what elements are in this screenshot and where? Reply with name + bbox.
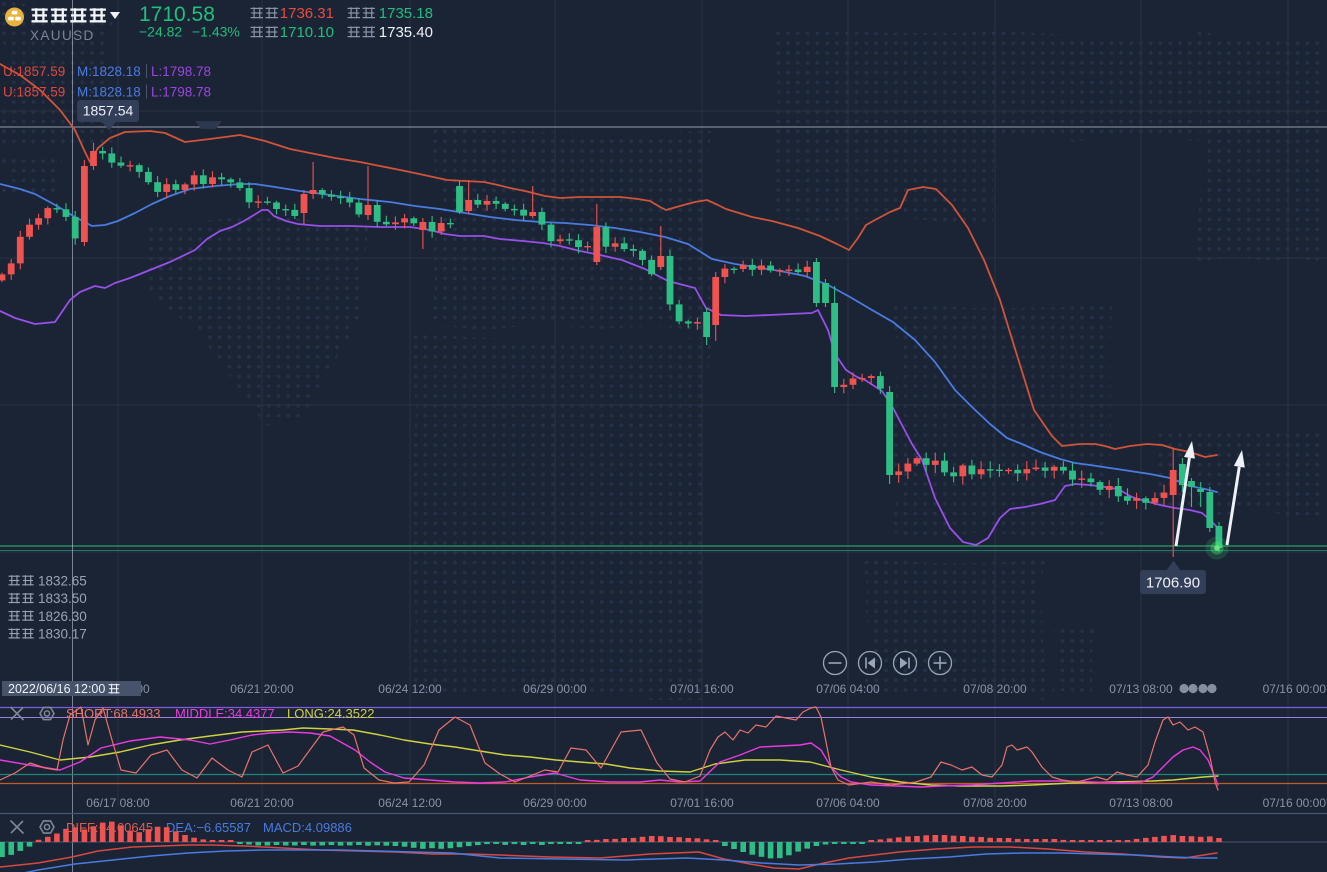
svg-text:07/01 16:00: 07/01 16:00 bbox=[670, 682, 734, 696]
svg-text:1832.65: 1832.65 bbox=[38, 574, 87, 589]
svg-text:1710.58: 1710.58 bbox=[139, 3, 215, 26]
svg-text:07/08 20:00: 07/08 20:00 bbox=[963, 796, 1027, 810]
svg-text:07/16 00:00: 07/16 00:00 bbox=[1263, 682, 1327, 696]
svg-text:1826.30: 1826.30 bbox=[38, 609, 87, 624]
svg-text:DEA:−6.65587: DEA:−6.65587 bbox=[166, 820, 251, 835]
svg-text:06/21 20:00: 06/21 20:00 bbox=[230, 682, 294, 696]
svg-text:06/21 20:00: 06/21 20:00 bbox=[230, 796, 294, 810]
svg-text:07/06 04:00: 07/06 04:00 bbox=[816, 796, 880, 810]
svg-text:07/13 08:00: 07/13 08:00 bbox=[1109, 682, 1173, 696]
svg-text:1706.90: 1706.90 bbox=[1146, 575, 1200, 592]
svg-text:07/01 16:00: 07/01 16:00 bbox=[670, 796, 734, 810]
svg-text:MIDDLE:34.4377: MIDDLE:34.4377 bbox=[175, 706, 275, 721]
svg-text:LONG:24.3522: LONG:24.3522 bbox=[287, 706, 374, 721]
svg-text:1857.54: 1857.54 bbox=[83, 103, 134, 119]
svg-text:U:1857.59: U:1857.59 bbox=[3, 85, 65, 100]
svg-text:07/08 20:00: 07/08 20:00 bbox=[963, 682, 1027, 696]
svg-text:1710.10: 1710.10 bbox=[280, 24, 334, 41]
svg-text:1830.17: 1830.17 bbox=[38, 627, 87, 642]
svg-text:2022/06/16 12:00: 2022/06/16 12:00 bbox=[8, 682, 105, 696]
svg-text:06/29 00:00: 06/29 00:00 bbox=[523, 796, 587, 810]
svg-text:U:1857.59: U:1857.59 bbox=[3, 64, 65, 79]
svg-text:06/29 00:00: 06/29 00:00 bbox=[523, 682, 587, 696]
svg-text:07/06 04:00: 07/06 04:00 bbox=[816, 682, 880, 696]
svg-text:1735.40: 1735.40 bbox=[379, 24, 433, 41]
svg-text:L:1798.78: L:1798.78 bbox=[151, 85, 211, 100]
svg-text:−24.82: −24.82 bbox=[139, 24, 182, 40]
svg-text:M:1828.18: M:1828.18 bbox=[77, 85, 141, 100]
svg-text:1736.31: 1736.31 bbox=[280, 5, 334, 22]
svg-text:06/24 12:00: 06/24 12:00 bbox=[378, 796, 442, 810]
svg-text:M:1828.18: M:1828.18 bbox=[77, 64, 141, 79]
svg-text:1735.18: 1735.18 bbox=[379, 5, 433, 22]
svg-text:1833.50: 1833.50 bbox=[38, 591, 87, 606]
svg-text:06/17 08:00: 06/17 08:00 bbox=[86, 796, 150, 810]
svg-text:06/24 12:00: 06/24 12:00 bbox=[378, 682, 442, 696]
svg-text:07/16 00:00: 07/16 00:00 bbox=[1263, 796, 1327, 810]
svg-text:−1.43%: −1.43% bbox=[192, 24, 240, 40]
svg-text:XAUUSD: XAUUSD bbox=[30, 28, 95, 43]
svg-text:SHORT:68.4933: SHORT:68.4933 bbox=[66, 706, 160, 721]
svg-text:L:1798.78: L:1798.78 bbox=[151, 64, 211, 79]
svg-text:07/13 08:00: 07/13 08:00 bbox=[1109, 796, 1173, 810]
svg-text:MACD:4.09886: MACD:4.09886 bbox=[263, 820, 352, 835]
